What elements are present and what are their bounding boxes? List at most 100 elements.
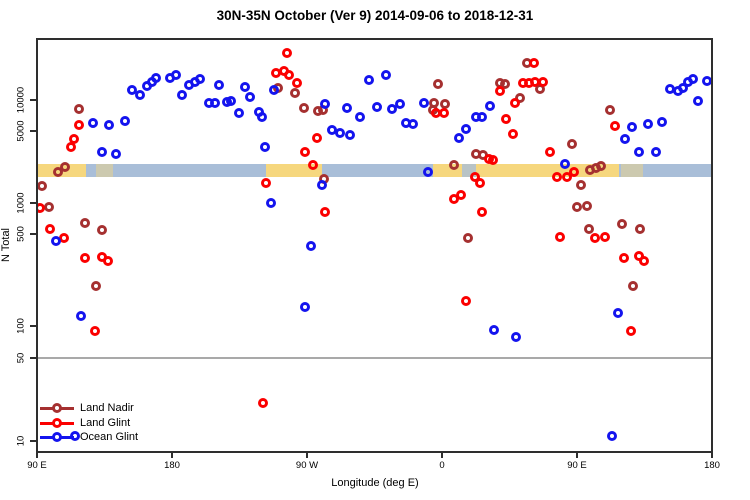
y-tick-label: 100: [15, 318, 27, 334]
scatter-point-land-nadir: [43, 202, 54, 213]
scatter-point-land-glint: [300, 147, 311, 158]
scatter-point-land-glint: [461, 295, 471, 306]
x-tick-mark: [576, 453, 578, 458]
y-tick-label: 500: [15, 226, 27, 242]
scatter-point-land-nadir: [627, 281, 638, 292]
scatter-point-land-nadir: [90, 281, 101, 292]
scatter-point-ocean-glint: [266, 198, 276, 208]
scatter-point-land-glint: [456, 189, 467, 200]
scatter-point-land-glint: [545, 147, 555, 158]
scatter-point-ocean-glint: [702, 75, 711, 86]
chart-title: 30N-35N October (Ver 9) 2014-09-06 to 20…: [216, 8, 534, 23]
x-tick-mark: [711, 453, 713, 458]
scatter-point-land-nadir: [596, 160, 606, 171]
scatter-point-ocean-glint: [633, 147, 644, 158]
scatter-point-ocean-glint: [363, 74, 374, 85]
scatter-point-land-glint: [80, 252, 90, 263]
scatter-point-land-nadir: [584, 223, 594, 234]
scatter-point-land-glint: [74, 120, 84, 131]
scatter-point-land-nadir: [582, 201, 593, 212]
scatter-point-ocean-glint: [381, 69, 392, 80]
x-tick-mark: [441, 453, 443, 458]
y-tick-mark: [30, 233, 37, 235]
scatter-point-land-nadir: [440, 99, 450, 110]
legend-marker: [52, 403, 62, 413]
scatter-point-land-nadir: [96, 224, 107, 235]
legend-marker: [52, 432, 62, 442]
scatter-point-ocean-glint: [651, 147, 662, 158]
scatter-point-land-glint: [626, 325, 636, 336]
y-tick-label: 1000: [15, 192, 27, 214]
scatter-point-ocean-glint: [657, 117, 668, 128]
scatter-point-land-nadir: [572, 202, 582, 213]
y-tick-label: 5000: [15, 120, 27, 142]
scatter-point-ocean-glint: [320, 99, 330, 110]
scatter-point-ocean-glint: [96, 147, 107, 158]
scatter-point-ocean-glint: [612, 308, 623, 319]
x-tick-mark: [306, 453, 308, 458]
y-tick-mark: [30, 202, 37, 204]
scatter-point-land-glint: [258, 397, 269, 408]
x-tick-mark: [36, 453, 38, 458]
x-tick-label: 90 W: [295, 460, 319, 471]
scatter-point-ocean-glint: [372, 102, 383, 113]
scatter-point-ocean-glint: [395, 99, 405, 110]
scatter-point-land-glint: [510, 97, 521, 108]
scatter-point-land-glint: [69, 133, 80, 144]
legend-label: Land Nadir: [80, 402, 134, 414]
scatter-point-ocean-glint: [260, 141, 270, 152]
scatter-point-land-glint: [639, 256, 650, 267]
scatter-point-ocean-glint: [269, 85, 279, 96]
y-tick-mark: [30, 440, 37, 442]
scatter-point-ocean-glint: [461, 124, 471, 135]
scatter-point-ocean-glint: [150, 72, 161, 83]
scatter-point-ocean-glint: [171, 69, 182, 80]
y-tick-mark: [30, 357, 37, 359]
scatter-point-land-glint: [488, 155, 498, 166]
scatter-point-ocean-glint: [195, 73, 206, 84]
scatter-point-land-glint: [308, 159, 318, 170]
y-tick-label: 10: [15, 435, 27, 447]
scatter-point-land-nadir: [576, 179, 587, 190]
scatter-point-land-glint: [320, 206, 330, 217]
legend-marker: [52, 418, 62, 428]
scatter-point-ocean-glint: [126, 85, 137, 96]
scatter-point-land-glint: [312, 132, 323, 143]
scatter-point-ocean-glint: [234, 107, 245, 118]
scatter-point-land-glint: [600, 231, 611, 242]
x-tick-label: 90 E: [567, 460, 587, 471]
plot-area: [38, 40, 711, 451]
x-tick-label: 180: [164, 460, 180, 471]
scatter-point-ocean-glint: [687, 73, 698, 84]
scatter-point-ocean-glint: [627, 121, 638, 132]
reference-line-50: [38, 357, 711, 359]
scatter-point-ocean-glint: [642, 118, 653, 129]
map-band-islands: [620, 164, 643, 177]
scatter-point-land-glint: [495, 85, 506, 96]
scatter-point-land-nadir: [74, 103, 84, 114]
y-tick-mark: [30, 325, 37, 327]
scatter-point-ocean-glint: [213, 79, 224, 90]
y-tick-label: 50: [15, 352, 27, 364]
scatter-point-land-nadir: [449, 159, 459, 170]
scatter-point-land-nadir: [567, 139, 578, 150]
scatter-point-land-nadir: [290, 87, 300, 98]
y-tick-mark: [30, 130, 37, 132]
scatter-point-land-glint: [38, 203, 45, 214]
scatter-point-land-glint: [291, 78, 302, 89]
scatter-point-land-glint: [438, 107, 449, 118]
map-band-islands: [95, 164, 113, 177]
scatter-point-ocean-glint: [120, 116, 131, 127]
scatter-point-land-glint: [284, 69, 294, 80]
scatter-point-ocean-glint: [423, 166, 434, 177]
scatter-point-ocean-glint: [354, 112, 365, 123]
scatter-point-land-glint: [552, 171, 563, 182]
scatter-point-land-nadir: [80, 217, 90, 228]
scatter-point-land-glint: [45, 223, 56, 234]
scatter-point-ocean-glint: [257, 111, 267, 122]
scatter-point-land-glint: [477, 206, 488, 217]
x-tick-label: 180: [704, 460, 720, 471]
scatter-point-ocean-glint: [75, 310, 86, 321]
scatter-point-land-glint: [59, 232, 69, 243]
